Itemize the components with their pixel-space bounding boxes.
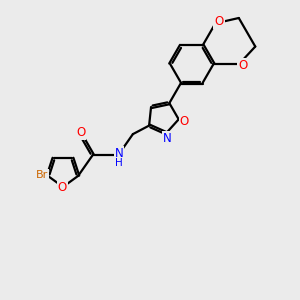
Text: N: N (163, 132, 172, 145)
Text: O: O (214, 15, 224, 28)
Text: H: H (115, 158, 123, 167)
Text: N: N (115, 147, 123, 160)
Text: O: O (238, 59, 247, 72)
Text: O: O (76, 126, 86, 139)
Text: O: O (58, 181, 67, 194)
Text: Br: Br (36, 170, 49, 180)
Text: O: O (179, 115, 189, 128)
